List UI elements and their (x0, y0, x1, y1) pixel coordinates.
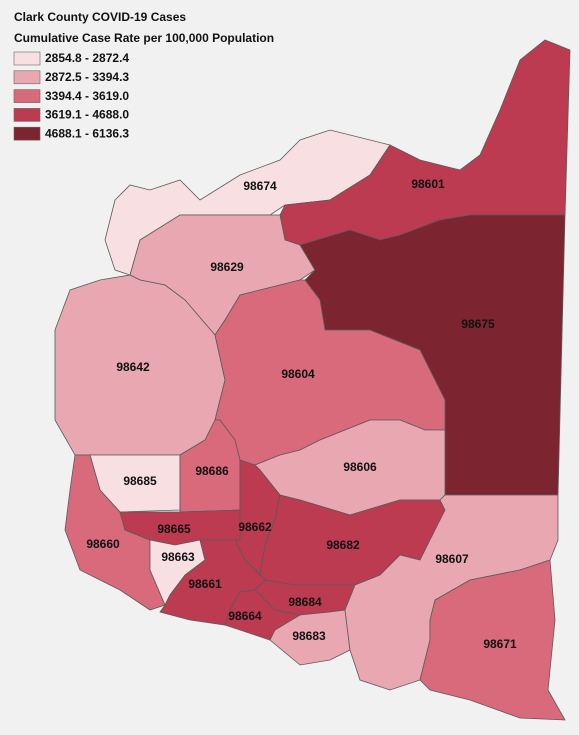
region-label: 98682 (326, 538, 360, 552)
region-label: 98664 (228, 609, 262, 623)
legend: 2854.8 - 2872.4 2872.5 - 3394.3 3394.4 - 3… (13, 51, 129, 141)
region-label: 98604 (281, 367, 315, 381)
region-label: 98607 (435, 552, 469, 566)
region-label: 98601 (411, 177, 445, 191)
legend-swatch (13, 126, 41, 141)
region-labels: 98674 98601 98629 98675 98642 98604 98606 98685… (86, 177, 517, 651)
legend-label: 3619.1 - 4688.0 (45, 108, 129, 122)
region (344, 494, 559, 691)
region-label: 98685 (123, 474, 157, 488)
region-label: 98674 (243, 179, 277, 193)
map-subtitle: Cumulative Case Rate per 100,000 Populat… (14, 31, 274, 45)
region-label: 98671 (483, 637, 517, 651)
regions (54, 39, 571, 721)
region-label: 98686 (195, 464, 229, 478)
region-label: 98606 (343, 460, 377, 474)
region-label: 98642 (116, 360, 150, 374)
region-label: 98662 (238, 520, 272, 534)
region-label: 98660 (86, 537, 120, 551)
region (269, 609, 351, 666)
region (179, 419, 241, 513)
legend-swatch (13, 51, 41, 66)
legend-label: 2854.8 - 2872.4 (45, 51, 129, 65)
region-label: 98663 (161, 550, 195, 564)
region-label: 98665 (157, 522, 191, 536)
region-label: 98661 (188, 577, 222, 591)
legend-swatch (13, 108, 41, 122)
legend-label: 2872.5 - 3394.3 (45, 70, 129, 84)
region-label: 98684 (288, 595, 322, 609)
legend-swatch (13, 70, 41, 85)
legend-swatch (13, 89, 41, 103)
region-label: 98683 (292, 629, 326, 643)
region (419, 559, 566, 721)
legend-label: 4688.1 - 6136.3 (45, 126, 129, 140)
region-label: 98629 (210, 260, 244, 274)
region-label: 98675 (461, 317, 495, 331)
map-title: Clark County COVID-19 Cases (14, 10, 186, 24)
legend-label: 3394.4 - 3619.0 (45, 89, 129, 103)
